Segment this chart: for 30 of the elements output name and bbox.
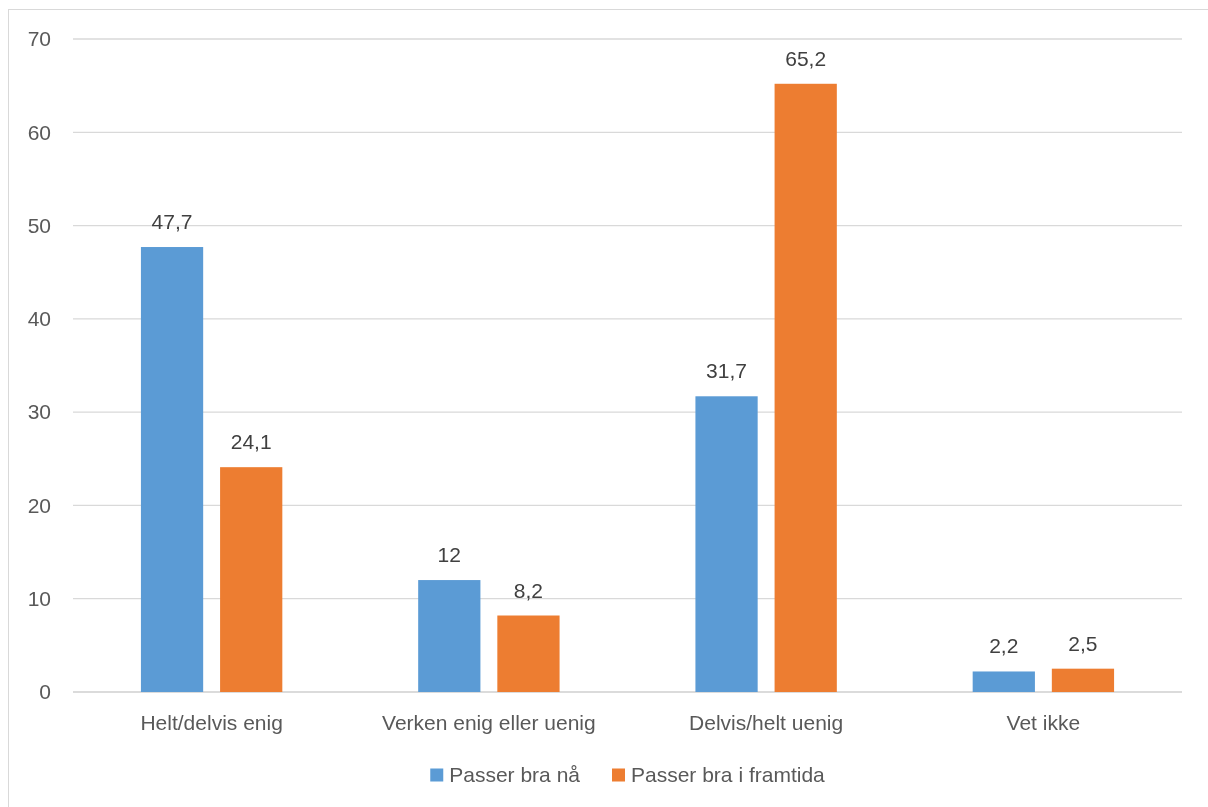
y-tick-label: 30 xyxy=(27,400,51,424)
y-tick-label: 20 xyxy=(27,493,51,517)
y-tick-label: 50 xyxy=(27,213,51,237)
bar xyxy=(1051,668,1115,692)
bar xyxy=(140,247,204,692)
data-label: 2,5 xyxy=(1068,631,1098,655)
y-tick-label: 10 xyxy=(27,587,51,611)
y-tick-label: 70 xyxy=(27,27,51,51)
y-tick-label: 60 xyxy=(27,120,51,144)
x-tick-label: Vet ikke xyxy=(1006,711,1081,735)
bar xyxy=(774,83,837,692)
x-tick-label: Delvis/helt uenig xyxy=(689,711,844,735)
legend-label: Passer bra nå xyxy=(449,763,581,787)
x-tick-label: Verken enig eller uenig xyxy=(382,711,596,735)
bar xyxy=(418,580,481,692)
data-label: 8,2 xyxy=(513,578,544,602)
data-label: 47,7 xyxy=(151,210,193,234)
data-label: 12 xyxy=(437,543,461,567)
bar xyxy=(497,615,560,692)
bar xyxy=(972,671,1035,692)
bar xyxy=(695,396,758,692)
data-label: 2,2 xyxy=(989,634,1019,658)
data-label: 24,1 xyxy=(230,430,272,454)
y-tick-label: 0 xyxy=(39,680,51,704)
x-tick-label: Helt/delvis enig xyxy=(140,711,283,735)
y-tick-label: 40 xyxy=(27,307,51,331)
legend-label: Passer bra i framtida xyxy=(631,763,826,787)
bar xyxy=(220,467,283,692)
data-label: 65,2 xyxy=(785,46,827,70)
data-label: 31,7 xyxy=(706,359,747,383)
